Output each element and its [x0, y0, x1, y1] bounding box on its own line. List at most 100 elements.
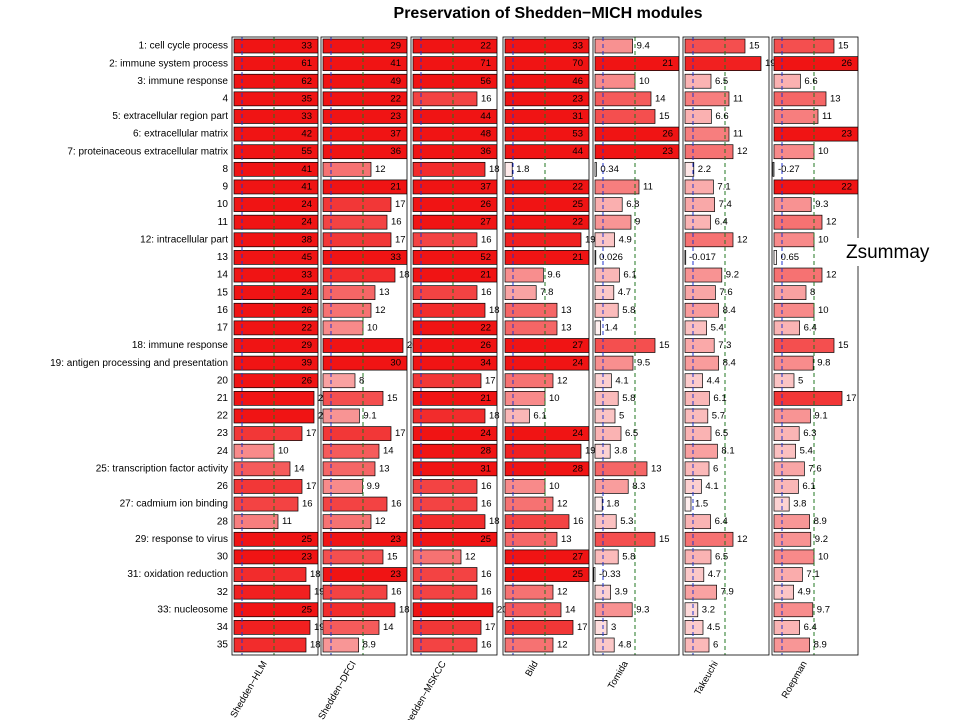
bar — [322, 408, 360, 424]
bar — [684, 584, 717, 600]
value-label: 24 — [480, 428, 491, 439]
bar — [773, 144, 815, 160]
value-label: 16 — [573, 516, 584, 527]
row-label: 27: cadmium ion binding — [120, 499, 228, 510]
bar — [412, 197, 497, 212]
panel-frame — [320, 36, 408, 656]
value-label: 0.65 — [781, 252, 800, 263]
value-label: 24 — [301, 287, 312, 298]
bar — [504, 161, 513, 177]
bar — [233, 479, 303, 494]
row-label: 24 — [217, 446, 229, 457]
bar — [412, 567, 478, 582]
value-label: 42 — [301, 129, 312, 140]
bar — [773, 38, 835, 54]
bar — [684, 214, 711, 230]
bar — [593, 567, 596, 582]
value-label: 11 — [733, 129, 743, 140]
value-label: -0.27 — [778, 164, 800, 175]
row-label: 26 — [217, 481, 229, 492]
value-label: 23 — [572, 93, 583, 104]
row-label: 12: intracellular part — [140, 234, 228, 245]
bar — [684, 443, 718, 459]
value-label: 3.8 — [793, 499, 806, 510]
bar — [773, 355, 814, 371]
value-label: 71 — [480, 58, 491, 69]
value-label: 37 — [390, 129, 401, 140]
value-label: -0.017 — [689, 252, 716, 263]
value-label: 44 — [480, 111, 491, 122]
value-label: 5 — [798, 375, 803, 386]
value-label: 6.6 — [715, 111, 728, 122]
value-label: 12 — [826, 270, 837, 281]
value-label: 8.1 — [721, 446, 734, 457]
value-label: 17 — [306, 428, 317, 439]
bar — [684, 496, 692, 512]
bar — [773, 109, 819, 124]
value-label: 37 — [480, 181, 491, 192]
bar — [773, 567, 803, 582]
bar — [322, 109, 407, 124]
value-label: 33 — [390, 252, 401, 263]
value-label: 9.2 — [815, 534, 828, 545]
value-label: 18 — [310, 569, 321, 580]
bar — [594, 126, 679, 142]
bar — [322, 373, 356, 389]
bar — [233, 73, 318, 89]
row-label: 14 — [217, 270, 229, 281]
bar — [773, 549, 815, 565]
value-label: 25 — [301, 604, 312, 615]
value-label: 10 — [278, 446, 289, 457]
bar — [504, 355, 589, 371]
row-label: 13 — [217, 252, 229, 263]
panel-frame — [502, 36, 590, 656]
bar — [322, 144, 407, 160]
value-label: 16 — [391, 217, 402, 228]
value-label: 14 — [294, 463, 305, 474]
bar — [773, 214, 823, 230]
bar — [504, 144, 589, 160]
value-label: 17 — [485, 622, 496, 633]
value-label: 13 — [561, 322, 572, 333]
bar — [504, 408, 530, 424]
value-label: 12 — [375, 164, 386, 175]
bar — [594, 267, 620, 283]
bar — [233, 549, 318, 565]
bar — [684, 426, 712, 441]
value-label: 3.2 — [702, 604, 715, 615]
value-label: 10 — [549, 481, 560, 492]
bar — [504, 38, 589, 54]
bar — [684, 355, 719, 371]
value-label: 12 — [826, 217, 837, 228]
bar — [773, 426, 800, 441]
bar — [322, 302, 372, 318]
bar — [412, 584, 478, 600]
bar — [322, 443, 380, 459]
value-label: 9 — [635, 217, 640, 228]
value-label: 62 — [301, 76, 312, 87]
value-label: 15 — [387, 551, 398, 562]
value-label: 3.9 — [615, 587, 628, 598]
bar — [773, 620, 800, 635]
value-label: 0.34 — [600, 164, 619, 175]
value-label: 4.9 — [619, 234, 632, 245]
bar — [504, 338, 589, 353]
value-label: 7.3 — [718, 340, 731, 351]
bar — [322, 267, 396, 283]
bar — [773, 479, 799, 494]
bar — [322, 91, 407, 107]
value-label: 15 — [659, 340, 670, 351]
bar — [684, 91, 730, 107]
column-label: Tomida — [606, 659, 631, 692]
value-label: 21 — [480, 270, 491, 281]
bar — [233, 637, 307, 653]
bar — [684, 602, 699, 618]
row-label: 4 — [222, 93, 228, 104]
value-label: 29 — [390, 41, 401, 52]
bar — [594, 320, 601, 336]
value-label: 12 — [557, 640, 568, 651]
value-label: 70 — [572, 58, 583, 69]
value-label: 4.1 — [615, 375, 628, 386]
bar — [684, 73, 712, 89]
bar — [594, 602, 633, 618]
